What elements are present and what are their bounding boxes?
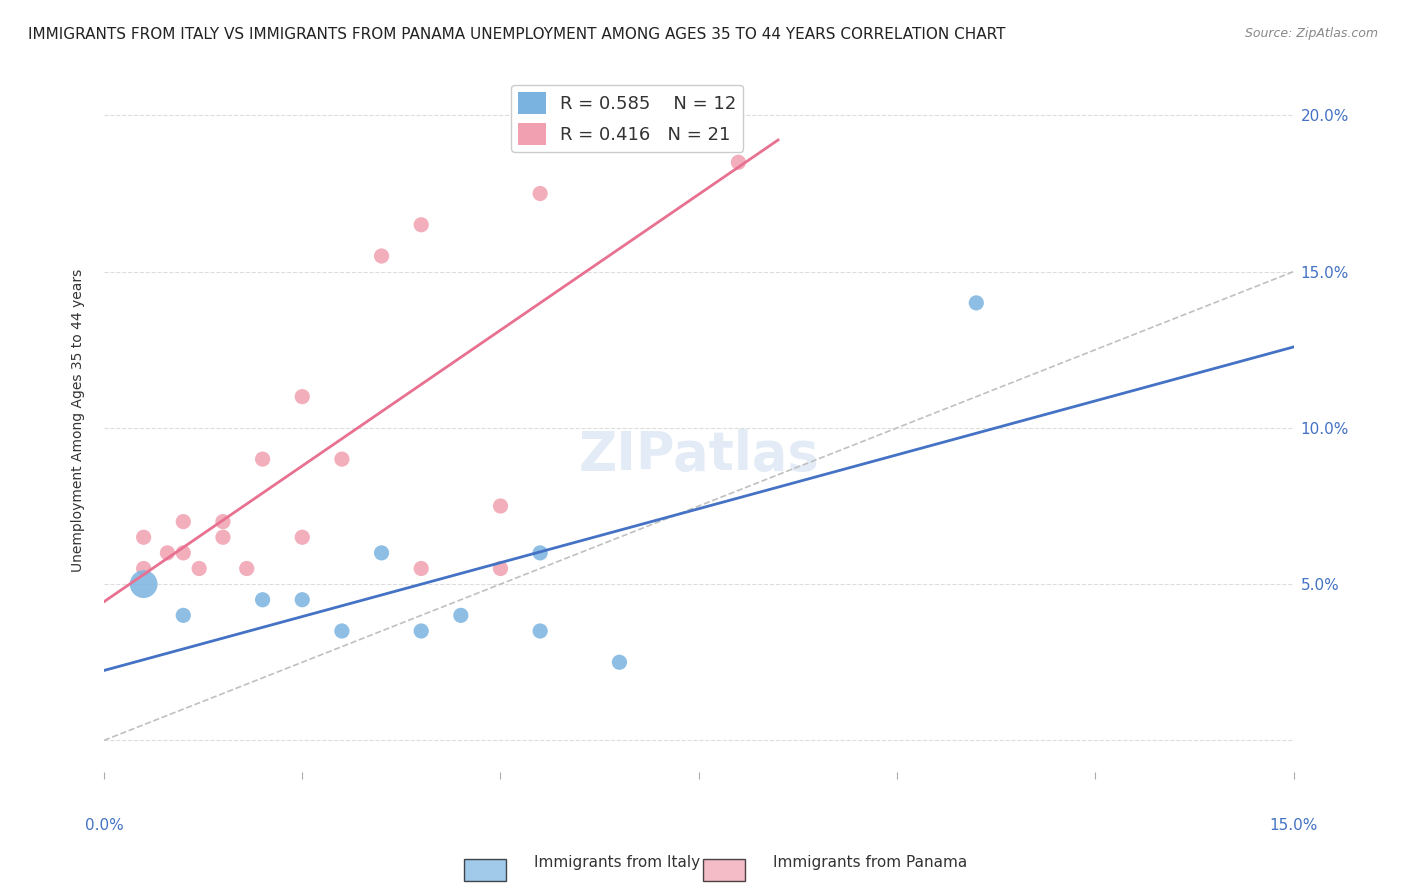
- Point: [330, 452, 353, 467]
- Text: 0.0%: 0.0%: [84, 819, 124, 833]
- Point: [529, 546, 551, 560]
- Point: [489, 499, 512, 513]
- Legend: R = 0.585    N = 12, R = 0.416   N = 21: R = 0.585 N = 12, R = 0.416 N = 21: [512, 85, 744, 153]
- Point: [252, 452, 274, 467]
- Point: [132, 577, 155, 591]
- Point: [132, 561, 155, 575]
- Point: [291, 530, 314, 544]
- Point: [212, 515, 235, 529]
- Point: [291, 592, 314, 607]
- Point: [188, 561, 211, 575]
- Point: [132, 530, 155, 544]
- Point: [609, 655, 631, 669]
- Text: Source: ZipAtlas.com: Source: ZipAtlas.com: [1244, 27, 1378, 40]
- Y-axis label: Unemployment Among Ages 35 to 44 years: Unemployment Among Ages 35 to 44 years: [72, 268, 86, 572]
- Point: [529, 624, 551, 638]
- Point: [235, 561, 257, 575]
- Text: ZIPatlas: ZIPatlas: [578, 429, 820, 481]
- Point: [330, 624, 353, 638]
- Point: [370, 249, 392, 263]
- Point: [172, 546, 194, 560]
- Point: [529, 93, 551, 107]
- Point: [529, 186, 551, 201]
- Point: [172, 608, 194, 623]
- Point: [965, 296, 987, 310]
- Point: [212, 530, 235, 544]
- Point: [411, 561, 433, 575]
- Point: [727, 155, 749, 169]
- Point: [252, 592, 274, 607]
- Point: [291, 390, 314, 404]
- Point: [450, 608, 472, 623]
- Text: Immigrants from Panama: Immigrants from Panama: [773, 855, 967, 870]
- Text: IMMIGRANTS FROM ITALY VS IMMIGRANTS FROM PANAMA UNEMPLOYMENT AMONG AGES 35 TO 44: IMMIGRANTS FROM ITALY VS IMMIGRANTS FROM…: [28, 27, 1005, 42]
- Point: [489, 561, 512, 575]
- Text: 15.0%: 15.0%: [1270, 819, 1317, 833]
- Point: [411, 624, 433, 638]
- Text: Immigrants from Italy: Immigrants from Italy: [534, 855, 700, 870]
- Point: [370, 546, 392, 560]
- Point: [411, 218, 433, 232]
- Point: [156, 546, 179, 560]
- Point: [172, 515, 194, 529]
